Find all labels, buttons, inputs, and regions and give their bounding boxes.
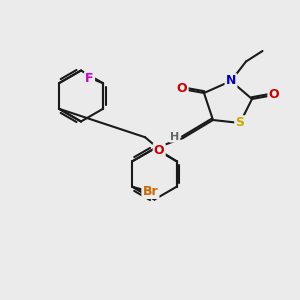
Text: Br: Br (142, 185, 158, 198)
Text: H: H (170, 131, 179, 142)
Text: O: O (177, 82, 188, 95)
Text: O: O (154, 144, 164, 157)
Text: S: S (236, 116, 244, 130)
Text: N: N (226, 74, 236, 88)
Text: O: O (268, 88, 279, 101)
Text: F: F (85, 72, 94, 85)
